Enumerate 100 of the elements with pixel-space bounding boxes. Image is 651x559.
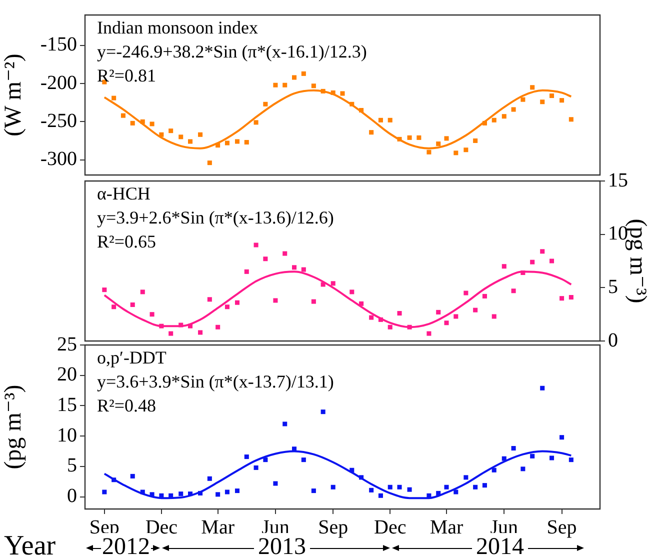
point: [120, 113, 126, 118]
y-tick-label: -300: [40, 148, 77, 170]
y2-tick-label: 0: [608, 329, 618, 352]
point: [520, 466, 526, 472]
point: [426, 493, 432, 498]
point: [464, 475, 468, 480]
point: [188, 139, 193, 144]
point: [301, 267, 306, 272]
point: [416, 135, 422, 140]
point: [207, 160, 212, 166]
point: [359, 301, 364, 306]
text: 2014: [472, 533, 528, 559]
point: [244, 269, 249, 274]
point: [549, 258, 554, 264]
point: [530, 85, 535, 90]
annotation: R²=0.81: [97, 66, 156, 86]
point: [330, 90, 336, 95]
point: [464, 290, 468, 296]
y-tick-label: 0: [67, 485, 77, 508]
point: [311, 84, 316, 88]
point: [407, 135, 412, 140]
point: [292, 75, 297, 80]
point: [407, 324, 412, 330]
point: [397, 484, 402, 490]
y2-tick-label: 15: [608, 169, 628, 192]
point: [568, 295, 574, 300]
point: [502, 456, 506, 461]
point: [350, 290, 354, 294]
point: [159, 132, 164, 137]
point: [168, 493, 174, 498]
point: [473, 138, 478, 143]
point: [436, 310, 441, 314]
point: [140, 119, 145, 124]
point: [511, 107, 516, 112]
point: [254, 242, 258, 248]
point: [473, 484, 478, 490]
point: [112, 96, 116, 100]
point: [244, 140, 249, 144]
point: [140, 490, 145, 494]
text: 2013: [254, 533, 310, 559]
x-tick-label: Dec: [374, 516, 406, 538]
point: [407, 487, 412, 492]
point: [492, 118, 496, 122]
point: [540, 386, 545, 390]
point: [244, 454, 249, 460]
point: [198, 490, 203, 496]
y-tick-label: 20: [57, 364, 77, 386]
point: [130, 474, 135, 478]
point: [224, 490, 230, 494]
point: [207, 297, 212, 302]
point: [311, 488, 316, 494]
point: [150, 122, 154, 126]
point: [273, 82, 278, 88]
y-tick-label: 10: [57, 424, 77, 446]
annotation: o,p′-DDT: [97, 348, 166, 368]
x-axis-title: Year: [4, 530, 56, 559]
point: [102, 288, 107, 292]
point: [188, 492, 193, 496]
point: [540, 100, 545, 104]
point: [282, 82, 288, 88]
annotation: y=3.6+3.9*Sin (π*(x-13.7)/13.1): [97, 372, 334, 392]
point: [224, 304, 230, 310]
point: [369, 488, 374, 492]
point: [340, 91, 345, 96]
y-axis-title: (W m⁻²): [0, 54, 27, 136]
point: [112, 304, 116, 310]
x-tick-label: Sep: [546, 516, 577, 538]
point: [216, 143, 220, 148]
point: [254, 465, 258, 470]
point: [330, 281, 336, 286]
point: [549, 94, 554, 98]
point: [350, 468, 354, 472]
point: [482, 483, 487, 488]
point: [234, 300, 240, 305]
annotation: y=3.9+2.6*Sin (π*(x-13.6)/12.6): [97, 208, 334, 228]
y-tick-label: -150: [40, 34, 77, 56]
y-axis-title: (pg m⁻³): [0, 384, 27, 470]
point: [540, 249, 545, 254]
point: [140, 290, 145, 294]
y-tick-label: -250: [40, 110, 77, 132]
point: [530, 260, 535, 264]
point: [150, 492, 154, 497]
point: [311, 299, 316, 304]
point: [282, 422, 288, 426]
point: [178, 492, 184, 496]
point: [436, 490, 441, 496]
point: [426, 150, 432, 154]
point: [388, 118, 392, 122]
y2-tick-label: 5: [608, 276, 618, 298]
point: [444, 484, 449, 490]
point: [426, 331, 432, 336]
point: [273, 481, 278, 486]
x-tick-label: Sep: [318, 516, 348, 538]
point: [198, 330, 203, 335]
annotation: Indian monsoon index: [97, 18, 258, 38]
point: [560, 296, 564, 301]
point: [168, 128, 174, 134]
annotation: α-HCH: [97, 184, 150, 204]
point: [464, 148, 468, 152]
point: [130, 120, 135, 126]
